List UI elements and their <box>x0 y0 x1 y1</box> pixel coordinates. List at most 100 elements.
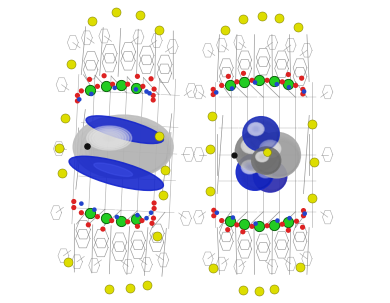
Point <box>256 78 262 83</box>
Ellipse shape <box>255 150 280 173</box>
Ellipse shape <box>250 124 262 134</box>
Point <box>133 87 139 92</box>
Ellipse shape <box>247 121 278 150</box>
Point <box>300 92 306 96</box>
Point <box>271 287 278 292</box>
Point <box>85 222 92 227</box>
Ellipse shape <box>255 152 269 162</box>
Ellipse shape <box>257 153 267 161</box>
Point <box>285 219 291 224</box>
Point <box>240 16 246 21</box>
Ellipse shape <box>256 152 268 161</box>
Ellipse shape <box>235 131 279 172</box>
Point <box>76 97 82 102</box>
Ellipse shape <box>254 128 258 131</box>
Ellipse shape <box>241 158 273 189</box>
Point <box>276 16 282 21</box>
Point <box>300 87 306 92</box>
Ellipse shape <box>236 154 274 190</box>
Ellipse shape <box>95 131 123 146</box>
Point <box>78 88 85 93</box>
Point <box>225 227 231 232</box>
Ellipse shape <box>257 164 286 191</box>
Point <box>209 113 215 118</box>
Point <box>156 134 162 139</box>
Point <box>156 28 162 33</box>
Point <box>133 85 139 90</box>
Point <box>112 85 118 90</box>
Point <box>296 265 303 270</box>
Point <box>285 72 291 77</box>
Point <box>118 82 124 87</box>
Point <box>240 229 246 234</box>
Point <box>210 266 216 271</box>
Point <box>308 196 315 201</box>
Point <box>125 219 131 224</box>
Point <box>148 210 154 215</box>
Ellipse shape <box>81 120 171 177</box>
Ellipse shape <box>260 168 271 176</box>
Point <box>252 221 259 226</box>
Point <box>108 218 115 223</box>
Point <box>259 13 265 18</box>
Point <box>146 91 152 96</box>
Point <box>264 149 270 154</box>
Point <box>110 82 116 87</box>
Point <box>301 89 307 94</box>
Point <box>87 77 93 82</box>
Ellipse shape <box>73 115 173 179</box>
Point <box>271 79 278 84</box>
Point <box>134 224 140 229</box>
Ellipse shape <box>252 147 281 174</box>
Ellipse shape <box>255 162 287 192</box>
Point <box>91 207 98 212</box>
Point <box>206 189 213 194</box>
Point <box>125 82 131 87</box>
Ellipse shape <box>237 132 278 171</box>
Point <box>144 282 150 287</box>
Ellipse shape <box>253 148 280 174</box>
Point <box>67 61 74 66</box>
Ellipse shape <box>69 156 163 190</box>
Ellipse shape <box>246 119 278 150</box>
Ellipse shape <box>254 149 280 174</box>
Ellipse shape <box>257 136 300 177</box>
Point <box>133 216 139 221</box>
Point <box>274 218 280 223</box>
Ellipse shape <box>253 132 300 178</box>
Ellipse shape <box>256 163 286 191</box>
Point <box>234 222 240 227</box>
Ellipse shape <box>262 142 278 155</box>
Point <box>113 10 119 15</box>
Ellipse shape <box>266 145 274 152</box>
Point <box>300 213 307 218</box>
Point <box>227 83 233 88</box>
Ellipse shape <box>259 138 299 176</box>
Point <box>78 210 85 215</box>
Point <box>210 92 216 97</box>
Point <box>103 84 109 89</box>
Point <box>134 213 140 218</box>
Ellipse shape <box>249 123 263 135</box>
Point <box>230 215 236 220</box>
Ellipse shape <box>94 163 133 176</box>
Ellipse shape <box>268 147 273 151</box>
Point <box>229 86 235 91</box>
Point <box>285 82 291 87</box>
Point <box>139 218 145 223</box>
Ellipse shape <box>248 122 264 136</box>
Ellipse shape <box>238 155 273 190</box>
Point <box>264 78 270 83</box>
Ellipse shape <box>89 128 129 149</box>
Ellipse shape <box>261 141 280 156</box>
Ellipse shape <box>104 135 115 141</box>
Point <box>293 219 300 224</box>
Point <box>55 146 62 151</box>
Ellipse shape <box>241 135 278 171</box>
Point <box>94 214 101 219</box>
Point <box>286 216 292 221</box>
Point <box>241 222 247 227</box>
Ellipse shape <box>77 118 172 178</box>
Ellipse shape <box>253 127 259 132</box>
Point <box>300 208 307 213</box>
